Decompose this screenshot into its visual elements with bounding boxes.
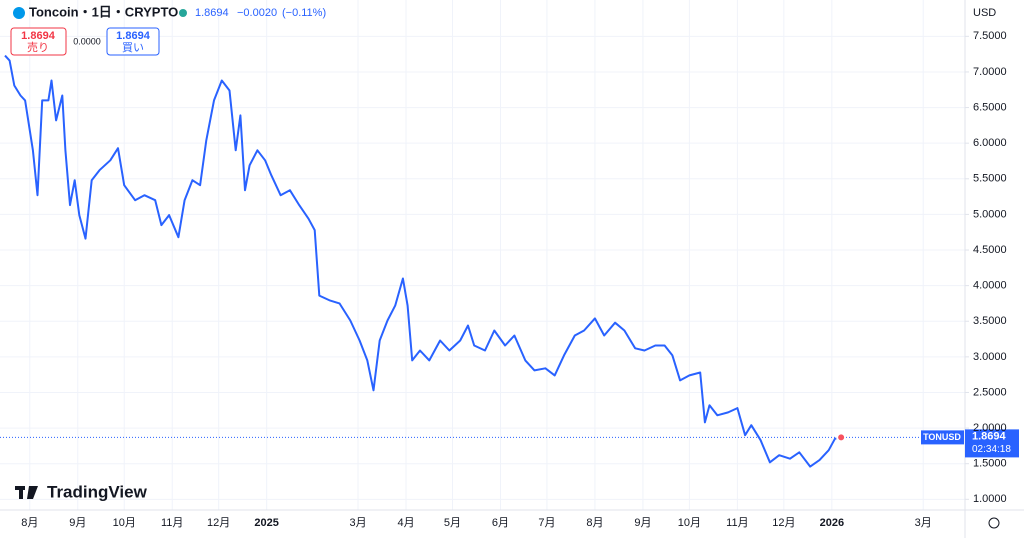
y-tick-label: 3.5000: [973, 315, 1007, 327]
last-point: [836, 432, 847, 443]
x-tick-label: 12月: [772, 517, 795, 529]
coin-icon: [13, 7, 25, 19]
status-dot: [179, 9, 187, 17]
settings-icon[interactable]: [988, 517, 1000, 529]
buy-label: 買い: [122, 41, 144, 54]
x-tick-label: 5月: [444, 517, 461, 529]
y-tick-label: 3.0000: [973, 351, 1007, 363]
x-tick-label: 12月: [207, 517, 230, 529]
countdown: 02:34:18: [972, 444, 1011, 455]
y-tick-label: 1.5000: [973, 458, 1007, 470]
series-name: TONUSD: [923, 432, 961, 442]
x-tick-label: 11月: [161, 517, 183, 529]
price-badge: [965, 429, 1019, 458]
y-tick-label: 4.5000: [973, 244, 1007, 256]
x-tick-label: 9月: [69, 517, 86, 529]
x-tick-label: 3月: [915, 517, 932, 529]
logo: TradingView: [47, 482, 148, 501]
y-tick-label: 4.0000: [973, 280, 1007, 292]
series-badge: [921, 430, 964, 445]
currency: USD: [973, 7, 996, 19]
buy-button[interactable]: [106, 27, 160, 56]
x-tick-label: 9月: [634, 517, 651, 529]
axes: 1.0000 1.5000 2.0000 2.5000 3.0000 3.5000 4.00…: [21, 30, 1006, 529]
grid: [0, 0, 965, 510]
x-tick-label: 8月: [21, 517, 38, 529]
x-tick-label: 4月: [397, 517, 414, 529]
x-tick-label: 7月: [538, 517, 555, 529]
y-tick-label: 6.5000: [973, 101, 1007, 113]
x-tick-label: 8月: [586, 517, 603, 529]
price-line: [4, 54, 842, 468]
y-tick-label: 6.0000: [973, 137, 1007, 149]
x-tick-label: 3月: [349, 517, 366, 529]
y-tick-label: 2.0000: [973, 422, 1007, 434]
symbol: Toncoin・1日・CRYPTO: [29, 4, 178, 19]
y-tick-label: 5.0000: [973, 208, 1007, 220]
sell-price: 1.8694: [21, 30, 56, 42]
change-pct: (−0.11%): [282, 7, 326, 19]
y-tick-label: 7.0000: [973, 66, 1007, 78]
logo-mark: [27, 486, 38, 499]
y-tick-label: 2.5000: [973, 386, 1007, 398]
x-tick-label: 10月: [678, 517, 701, 529]
x-tick-label: 2025: [254, 517, 278, 529]
sell-button[interactable]: [10, 27, 67, 56]
y-tick-label: 5.5000: [973, 173, 1007, 185]
y-tick-label: 1.0000: [973, 493, 1007, 505]
x-tick-label: 2026: [820, 517, 844, 529]
x-tick-label: 6月: [492, 517, 509, 529]
buy-price: 1.8694: [116, 30, 151, 42]
logo-mark: [19, 486, 23, 499]
x-tick-label: 10月: [113, 517, 136, 529]
price: 1.8694: [195, 7, 229, 19]
x-tick-label: 11月: [726, 517, 748, 529]
last-price-label: 1.8694: [972, 430, 1007, 442]
plot: TONUSD 1.8694 02:34:18: [0, 54, 1019, 468]
y-tick-label: 7.5000: [973, 30, 1007, 42]
change: −0.0020: [237, 7, 277, 19]
spread: 0.0000: [73, 36, 101, 46]
sell-label: 売り: [27, 41, 49, 54]
